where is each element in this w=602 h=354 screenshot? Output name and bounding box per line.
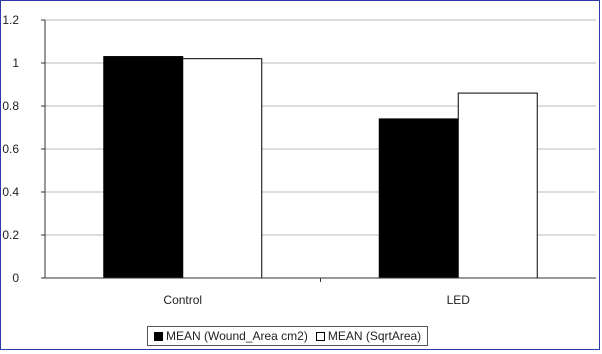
y-tick-label: 0.8 [2, 99, 19, 113]
y-tick-label: 0.6 [2, 142, 19, 156]
y-tick-label: 0 [12, 271, 19, 285]
bar-control-series-1 [103, 56, 184, 279]
legend-swatch-white [315, 331, 325, 341]
x-tick-label: LED [447, 293, 471, 307]
bars [103, 56, 538, 279]
y-tick-label: 0.4 [2, 185, 19, 199]
bar-control-series-2 [182, 58, 263, 279]
legend: MEAN (Wound_Area cm2) MEAN (SqrtArea) [147, 326, 429, 346]
y-tick-label: 1.2 [2, 13, 19, 27]
bar-led-series-1 [378, 118, 459, 279]
legend-item-sqrt-area: MEAN (SqrtArea) [315, 329, 422, 343]
bar-led-series-2 [457, 92, 538, 279]
legend-swatch-black [154, 331, 163, 341]
legend-label-sqrt-area: MEAN (SqrtArea) [327, 329, 422, 343]
x-axis-ticks: Control LED [163, 278, 470, 307]
legend-label-wound-area: MEAN (Wound_Area cm2) [166, 329, 308, 343]
y-axis-ticks: 0 0.2 0.4 0.6 0.8 1 1.2 [2, 13, 45, 285]
legend-item-wound-area: MEAN (Wound_Area cm2) [154, 329, 308, 343]
y-tick-label: 1 [12, 56, 19, 70]
bar-chart: 0 0.2 0.4 0.6 0.8 1 1.2 Control LED [2, 13, 596, 307]
x-tick-label: Control [163, 293, 202, 307]
y-tick-label: 0.2 [2, 228, 19, 242]
